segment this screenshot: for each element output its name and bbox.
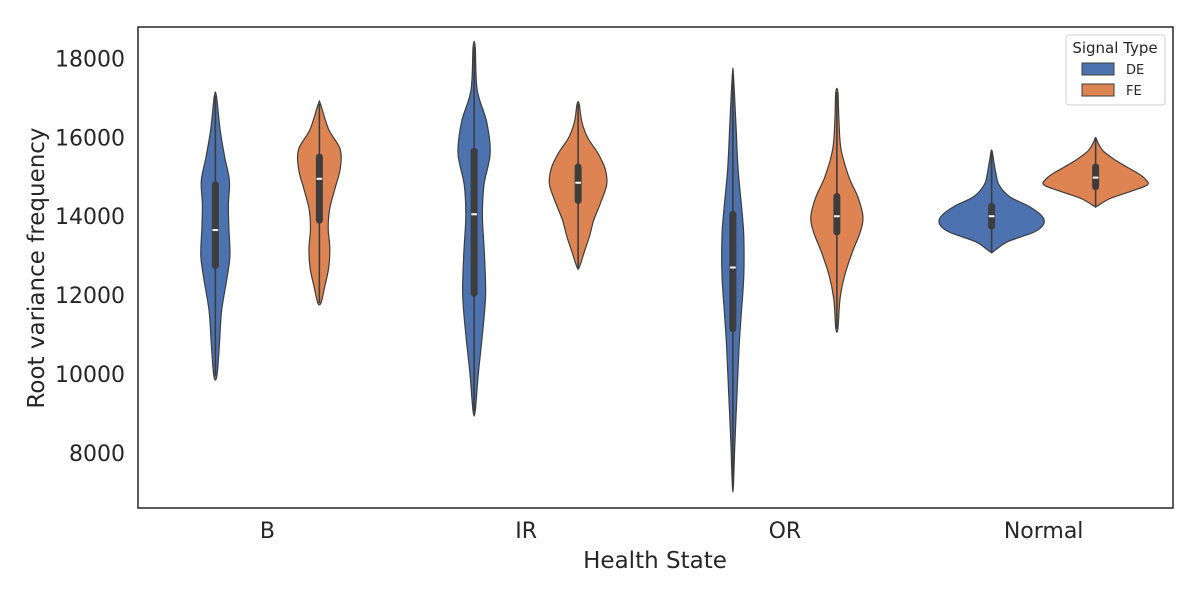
legend: Signal Type DE FE (1065, 34, 1166, 106)
x-tick-labels: B IR OR Normal (260, 519, 1084, 544)
legend-label-fe: FE (1126, 84, 1142, 99)
legend-title: Signal Type (1072, 39, 1157, 57)
y-tick-label: 16000 (55, 126, 125, 151)
violin-de-ir (457, 40, 491, 417)
y-tick-label: 14000 (55, 205, 125, 230)
x-tick-label: Normal (1004, 519, 1084, 544)
violins-layer (200, 40, 1149, 493)
violin-de-normal (938, 149, 1045, 254)
violin-de-b (200, 91, 231, 381)
violin-fe-ir (548, 101, 608, 271)
y-tick-label: 12000 (55, 284, 125, 309)
violin-fe-b (296, 100, 342, 306)
y-axis-label: Root variance frequency (24, 127, 50, 408)
x-tick-label: OR (769, 519, 802, 544)
violin-fe-or (810, 87, 864, 333)
violin-fe-normal (1042, 136, 1149, 208)
y-tick-label: 18000 (55, 48, 125, 73)
legend-swatch-fe (1081, 83, 1115, 97)
legend-swatch-de (1081, 62, 1115, 76)
x-tick-label: IR (515, 519, 537, 544)
y-tick-labels: 8000 10000 12000 14000 16000 18000 (55, 48, 125, 467)
x-axis-label: Health State (583, 548, 727, 574)
x-tick-label: B (260, 519, 275, 544)
y-tick-label: 8000 (69, 442, 125, 467)
legend-label-de: DE (1126, 63, 1144, 78)
violin-de-or (721, 67, 745, 493)
y-tick-label: 10000 (55, 363, 125, 388)
plot-frame (137, 26, 1174, 509)
